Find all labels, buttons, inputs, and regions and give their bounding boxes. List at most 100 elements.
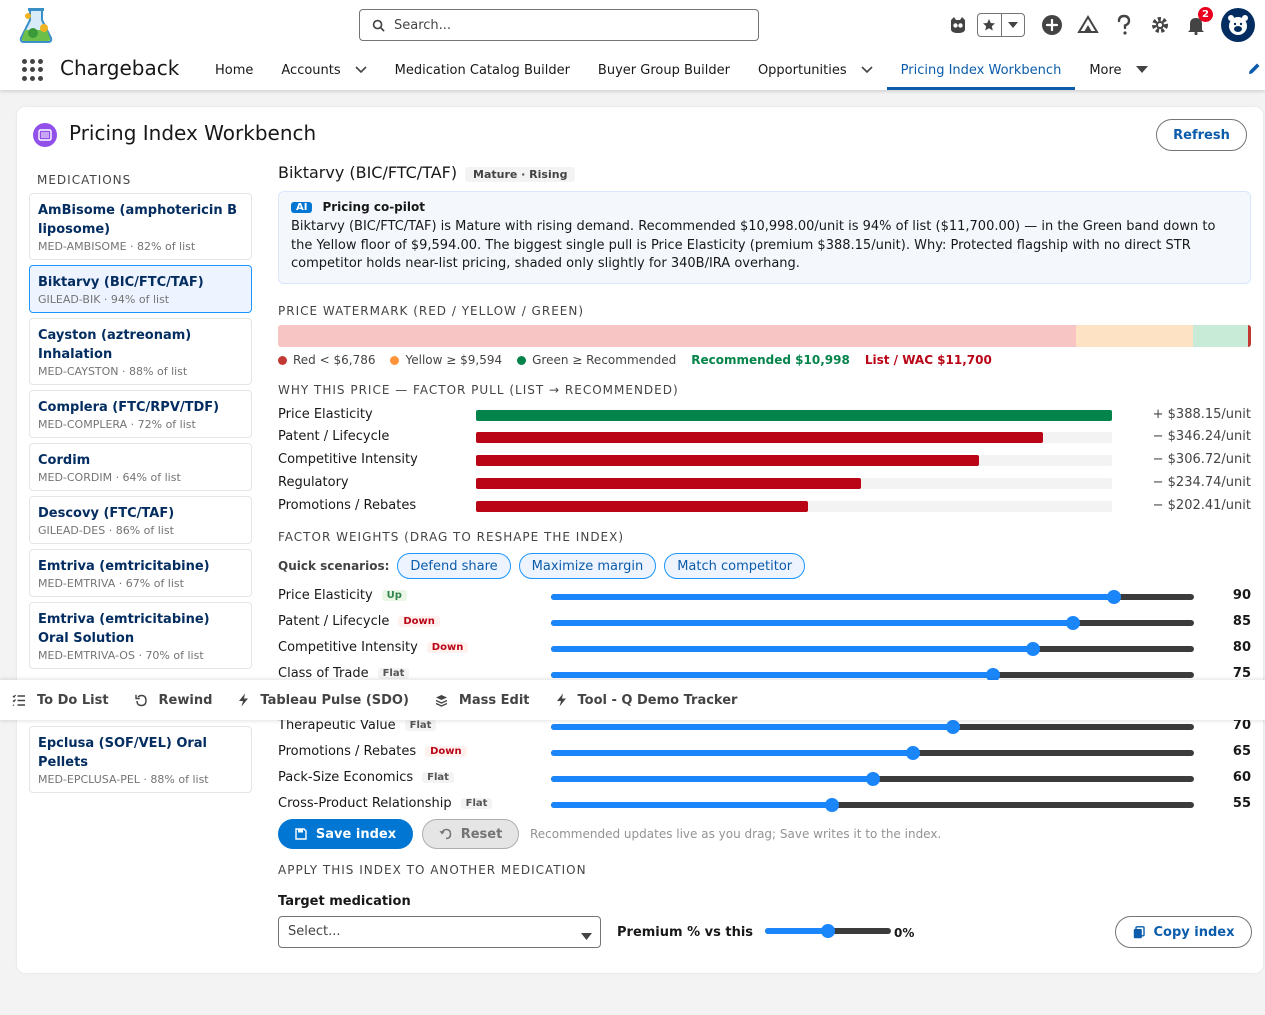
trend-badge: Flat	[404, 720, 437, 731]
nav-item-home[interactable]: Home	[201, 50, 267, 90]
utility-item-rewind[interactable]: Rewind	[134, 693, 212, 708]
search-icon	[372, 19, 385, 32]
nav-item-accounts[interactable]: Accounts	[267, 50, 380, 90]
nav-item-buyer-group-builder[interactable]: Buyer Group Builder	[584, 50, 744, 90]
medication-list-item-selected[interactable]: Biktarvy (BIC/FTC/TAF) GILEAD-BIK · 94% …	[29, 265, 252, 313]
trend-badge: Down	[425, 746, 467, 757]
target-medication-select[interactable]: Select...	[278, 916, 601, 948]
slider-thumb[interactable]	[1026, 642, 1040, 656]
edit-nav-pencil-icon[interactable]	[1247, 62, 1261, 80]
factor-name: Patent / Lifecycle	[278, 429, 390, 444]
medication-list-item[interactable]: Descovy (FTC/TAF) GILEAD-DES · 86% of li…	[29, 496, 252, 544]
utility-item-q-demo-tracker[interactable]: Tool - Q Demo Tracker	[556, 693, 737, 708]
nav-item-medication-catalog-builder[interactable]: Medication Catalog Builder	[381, 50, 584, 90]
weight-slider[interactable]	[551, 720, 1194, 734]
weight-slider[interactable]	[551, 772, 1194, 786]
app-launcher-icon[interactable]	[22, 59, 44, 81]
star-icon[interactable]	[978, 14, 1001, 36]
sidebar-heading: MEDICATIONS	[37, 173, 132, 187]
weight-slider[interactable]	[551, 668, 1194, 682]
utility-item-mass-edit[interactable]: Mass Edit	[435, 693, 530, 708]
slider-thumb[interactable]	[946, 720, 960, 734]
chevron-down-icon[interactable]	[861, 66, 873, 74]
medication-list-item[interactable]: Epclusa (SOF/VEL) Oral Pellets MED-EPCLU…	[29, 726, 252, 793]
refresh-button[interactable]: Refresh	[1156, 119, 1247, 151]
add-icon[interactable]	[1039, 12, 1065, 38]
save-index-label: Save index	[315, 826, 397, 842]
weight-slider[interactable]	[551, 616, 1194, 630]
global-search-input[interactable]: Search...	[359, 9, 759, 41]
slider-thumb[interactable]	[1107, 590, 1121, 604]
slider-fill	[551, 594, 1114, 600]
utility-item-tableau-pulse[interactable]: Tableau Pulse (SDO)	[238, 693, 409, 708]
weight-row: Price Elasticity Up 90	[278, 584, 1251, 610]
legend-yellow: Yellow ≥ $9,594	[390, 353, 502, 367]
favorites-dropdown-icon[interactable]	[1000, 14, 1025, 36]
caret-down-icon[interactable]	[1135, 66, 1148, 74]
user-avatar[interactable]	[1221, 8, 1255, 42]
slider-thumb[interactable]	[825, 798, 839, 812]
reset-button[interactable]: Reset	[422, 819, 519, 849]
trend-badge: Flat	[460, 798, 493, 809]
watermark-section-label: PRICE WATERMARK (RED / YELLOW / GREEN)	[278, 304, 585, 318]
trend-badge: Down	[426, 642, 469, 653]
nav-item-more[interactable]: More	[1075, 50, 1161, 90]
app-logo[interactable]	[16, 6, 56, 46]
premium-slider-fill	[765, 928, 828, 934]
factor-pull-row: Price Elasticity + $388.15/unit	[278, 405, 1251, 425]
copy-icon	[1133, 925, 1145, 939]
scenario-match-competitor-button[interactable]: Match competitor	[664, 553, 806, 579]
nav-item-opportunities[interactable]: Opportunities	[744, 50, 887, 90]
chevron-down-icon[interactable]	[355, 66, 367, 74]
medication-name: Emtriva (emtricitabine)	[38, 559, 210, 574]
weight-name: Competitive Intensity	[278, 640, 418, 655]
weight-slider[interactable]	[551, 642, 1194, 656]
medication-title: Biktarvy (BIC/FTC/TAF)	[278, 163, 458, 182]
slider-thumb[interactable]	[906, 746, 920, 760]
legend-red-label: Red < $6,786	[293, 353, 376, 367]
lifecycle-stage-badge: Mature · Rising	[465, 167, 576, 182]
scenario-defend-share-button[interactable]: Defend share	[397, 553, 511, 579]
premium-slider-thumb[interactable]	[821, 924, 835, 938]
medication-name: Descovy (FTC/TAF)	[38, 506, 175, 521]
gear-icon[interactable]	[1147, 12, 1173, 38]
agent-icon[interactable]	[945, 12, 971, 38]
legend-green: Green ≥ Recommended	[517, 353, 676, 367]
slider-thumb[interactable]	[1066, 616, 1080, 630]
utility-item-to-do-list[interactable]: To Do List	[12, 693, 109, 708]
medication-list-item[interactable]: Emtriva (emtricitabine) Oral Solution ME…	[29, 602, 252, 669]
factor-track	[476, 432, 1112, 443]
factor-weights-section-label: FACTOR WEIGHTS (DRAG TO RESHAPE THE INDE…	[278, 530, 625, 544]
slider-thumb[interactable]	[866, 772, 880, 786]
medication-name: Cordim	[38, 453, 91, 468]
weight-slider[interactable]	[551, 746, 1194, 760]
weight-slider[interactable]	[551, 590, 1194, 604]
help-icon[interactable]	[1111, 12, 1137, 38]
medication-list-item[interactable]: Complera (FTC/RPV/TDF) MED-COMPLERA · 72…	[29, 390, 252, 438]
save-hint-text: Recommended updates live as you drag; Sa…	[530, 827, 942, 841]
weight-name: Pack-Size Economics	[278, 770, 414, 785]
slider-thumb[interactable]	[986, 668, 1000, 682]
weight-slider[interactable]	[551, 798, 1194, 812]
medication-list-item[interactable]: AmBisome (amphotericin B liposome) MED-A…	[29, 193, 252, 260]
notifications-bell-icon[interactable]: 2	[1183, 7, 1213, 38]
weight-value: 70	[1232, 718, 1251, 733]
trend-badge: Flat	[377, 668, 410, 679]
medication-list-item[interactable]: Cayston (aztreonam) Inhalation MED-CAYST…	[29, 318, 252, 385]
pricing-workbench-card: Pricing Index Workbench Refresh MEDICATI…	[17, 107, 1263, 973]
nav-item-pricing-index-workbench[interactable]: Pricing Index Workbench	[886, 50, 1076, 90]
slider-fill	[551, 724, 953, 730]
medication-list-item[interactable]: Cordim MED-CORDIM · 64% of list	[29, 443, 252, 491]
medication-list-item[interactable]: Emtriva (emtricitabine) MED-EMTRIVA · 67…	[29, 549, 252, 597]
scenario-maximize-margin-button[interactable]: Maximize margin	[518, 553, 657, 579]
save-index-button[interactable]: Save index	[278, 819, 413, 849]
medication-name: Biktarvy (BIC/FTC/TAF)	[38, 275, 204, 290]
rewind-icon	[134, 694, 148, 707]
legend-yellow-label: Yellow ≥ $9,594	[405, 353, 503, 367]
copilot-title: Pricing co-pilot	[322, 200, 425, 214]
factor-track	[476, 455, 1112, 466]
trailhead-icon[interactable]	[1075, 12, 1101, 38]
copy-index-button[interactable]: Copy index	[1115, 916, 1252, 948]
premium-slider[interactable]	[765, 924, 891, 938]
medication-meta: GILEAD-DES · 86% of list	[38, 524, 174, 537]
